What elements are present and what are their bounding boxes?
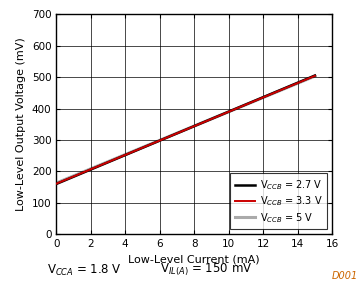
Y-axis label: Low-Level Output Voltage (mV): Low-Level Output Voltage (mV) [16,37,26,211]
Text: V$_{IL(A)}$ = 150 mV: V$_{IL(A)}$ = 150 mV [160,262,252,278]
X-axis label: Low-Level Current (mA): Low-Level Current (mA) [129,255,260,265]
Text: V$_{CCA}$ = 1.8 V: V$_{CCA}$ = 1.8 V [47,263,122,278]
Text: D001: D001 [331,271,358,281]
Legend: V$_{CCB}$ = 2.7 V, V$_{CCB}$ = 3.3 V, V$_{CCB}$ = 5 V: V$_{CCB}$ = 2.7 V, V$_{CCB}$ = 3.3 V, V$… [231,174,327,229]
